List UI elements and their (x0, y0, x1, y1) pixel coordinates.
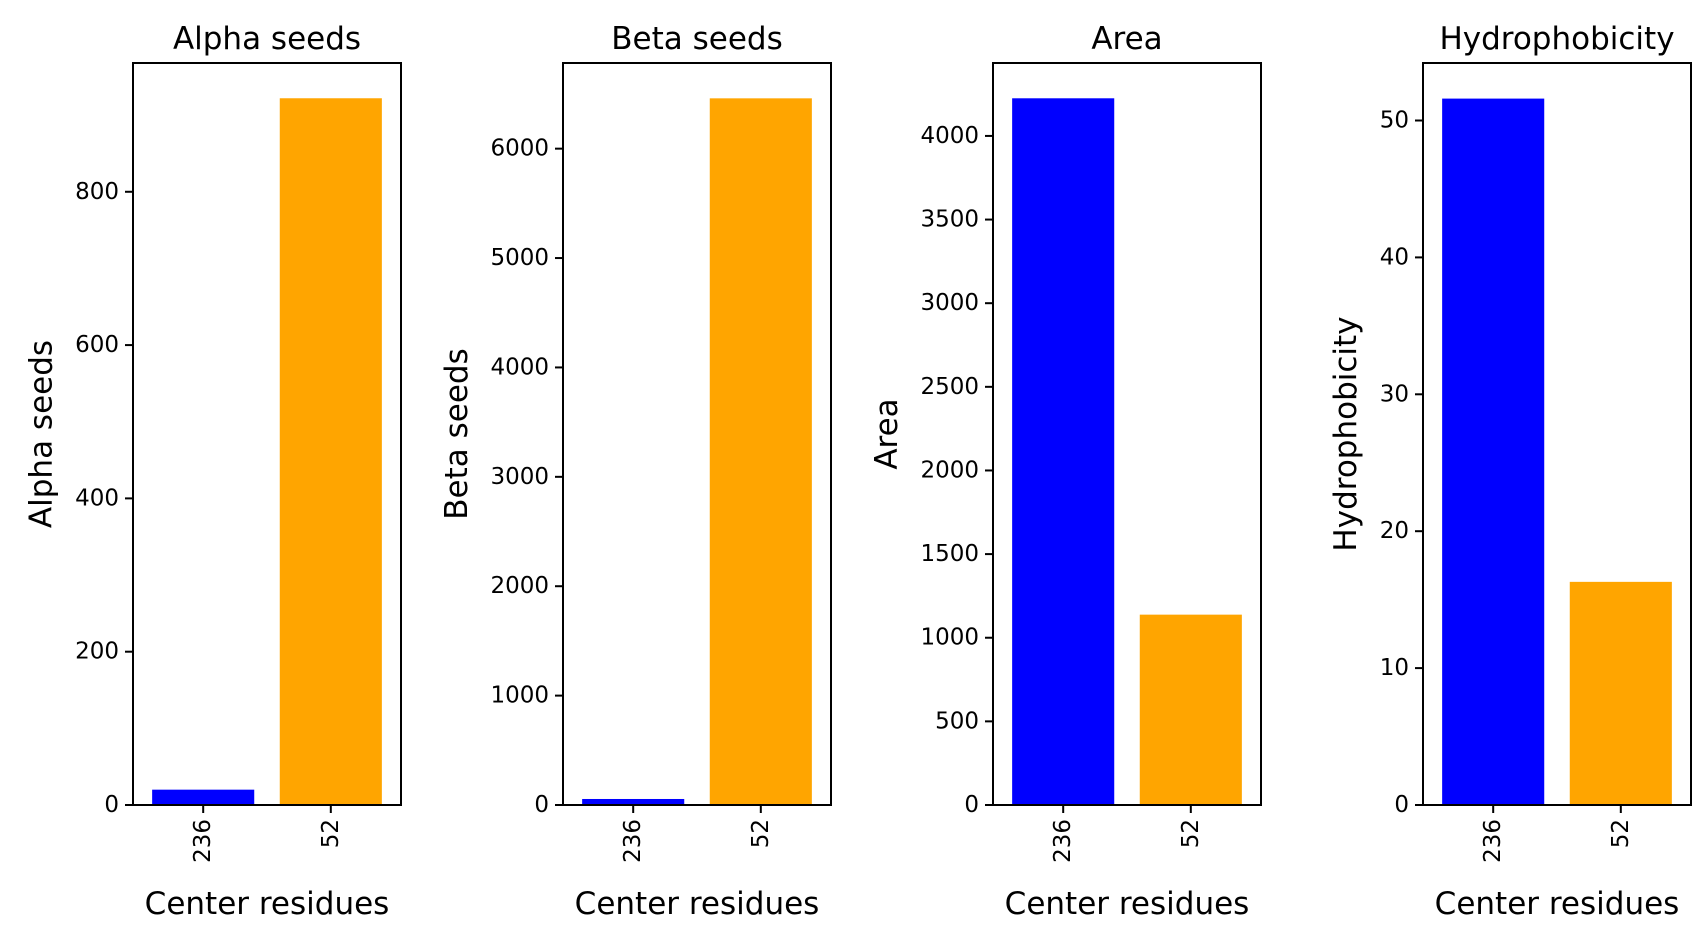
x-tick-label: 236 (1480, 819, 1506, 863)
x-tick-label: 52 (318, 819, 344, 848)
y-tick-label: 5000 (490, 245, 549, 271)
y-tick-label: 40 (1380, 244, 1409, 270)
plot-frame (132, 62, 402, 806)
y-tick-label: 1000 (920, 625, 979, 651)
bar-236 (152, 789, 255, 805)
y-axis-label: Hydrophobicity (1328, 316, 1364, 551)
y-tick-label: 3000 (490, 464, 549, 490)
y-tick-label: 0 (1394, 792, 1409, 818)
y-tick-label: 500 (935, 708, 979, 734)
y-tick-label: 200 (75, 639, 119, 665)
y-tick-label: 6000 (490, 136, 549, 162)
panel-title: Area (1091, 21, 1162, 57)
plot-frame (1422, 62, 1692, 806)
panel-title: Beta seeds (611, 21, 782, 57)
y-axis-label: Beta seeds (439, 348, 475, 519)
y-tick-label: 2000 (490, 573, 549, 599)
plot-frame (562, 62, 832, 806)
y-tick-label: 30 (1380, 381, 1409, 407)
bar-236 (1012, 98, 1115, 805)
bar-52 (1139, 614, 1242, 805)
y-tick-label: 4000 (490, 354, 549, 380)
y-axis-label: Area (869, 398, 905, 469)
x-tick-label: 236 (620, 819, 646, 863)
panel-title: Hydrophobicity (1439, 21, 1674, 57)
x-tick-label: 236 (190, 819, 216, 863)
bar-236 (582, 798, 685, 805)
x-tick-label: 52 (1178, 819, 1204, 848)
x-tick-label: 52 (1608, 819, 1634, 848)
chart-panel-4: 236 52 0 10 20 30 40 50 Hydrophobicity Center res… (1328, 21, 1692, 922)
x-axis-label: Center residues (1005, 886, 1250, 922)
y-tick-label: 600 (75, 332, 119, 358)
y-tick-label: 3000 (920, 290, 979, 316)
bar-236 (1442, 98, 1545, 805)
y-tick-label: 2000 (920, 457, 979, 483)
y-tick-label: 0 (104, 792, 119, 818)
y-axis-label: Alpha seeds (24, 340, 60, 528)
y-tick-label: 20 (1380, 518, 1409, 544)
panel-title: Alpha seeds (173, 21, 361, 57)
y-tick-label: 10 (1380, 655, 1409, 681)
y-tick-label: 50 (1380, 107, 1409, 133)
x-axis-label: Center residues (145, 886, 390, 922)
x-tick-label: 52 (748, 819, 774, 848)
y-tick-label: 2500 (920, 374, 979, 400)
x-axis-label: Center residues (1435, 886, 1680, 922)
y-tick-label: 1500 (920, 541, 979, 567)
x-axis-label: Center residues (575, 886, 820, 922)
bar-52 (1569, 581, 1672, 805)
bar-52 (709, 98, 812, 806)
chart-panel-3: 236 52 0 500 1000 1500 2000 2500 3000 3500 4000 Are… (869, 21, 1262, 922)
y-tick-label: 1000 (490, 683, 549, 709)
y-tick-label: 800 (75, 179, 119, 205)
y-tick-label: 0 (534, 792, 549, 818)
y-tick-label: 400 (75, 485, 119, 511)
x-tick-label: 236 (1050, 819, 1076, 863)
plot-frame (992, 62, 1262, 806)
y-tick-label: 0 (964, 792, 979, 818)
chart-panel-1: 236 52 0 200 400 600 800 Alpha seeds Center resi… (24, 21, 402, 922)
y-tick-label: 3500 (920, 207, 979, 233)
bar-52 (279, 98, 382, 806)
chart-panel-2: 236 52 0 1000 2000 3000 4000 5000 6000 Beta seeds… (439, 21, 832, 922)
y-tick-label: 4000 (920, 123, 979, 149)
